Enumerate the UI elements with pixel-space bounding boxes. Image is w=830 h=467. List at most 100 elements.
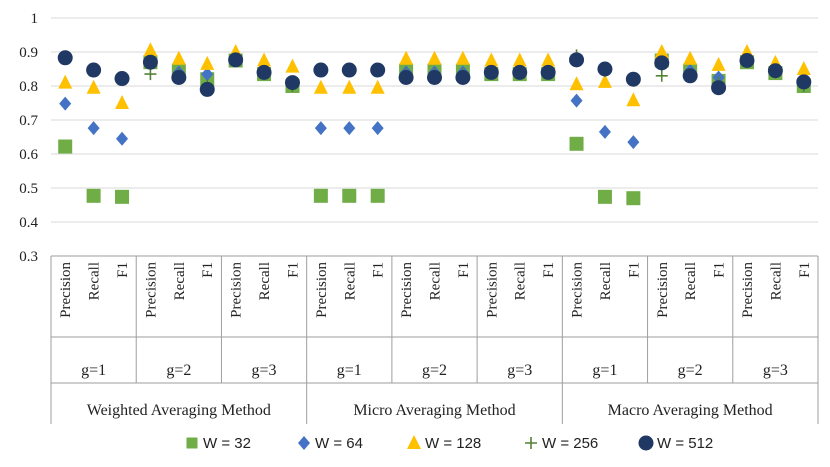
metric-label: F1 xyxy=(285,262,301,278)
metric-label: F1 xyxy=(200,262,216,278)
series-diamond xyxy=(59,51,810,150)
data-point xyxy=(540,64,556,80)
data-point xyxy=(399,50,414,65)
data-point xyxy=(115,95,130,109)
data-point xyxy=(455,50,470,65)
data-point xyxy=(115,189,130,204)
y-tick-label: 0.8 xyxy=(19,79,38,95)
legend-marker-icon xyxy=(525,437,537,449)
data-point xyxy=(541,52,556,67)
data-point xyxy=(711,56,726,71)
legend: W = 32 W = 64 W = 128 W = 256 W = 512 xyxy=(186,435,713,452)
metric-label: F1 xyxy=(541,262,557,278)
data-point xyxy=(200,55,215,70)
data-point xyxy=(87,121,100,136)
data-point xyxy=(314,121,327,136)
metric-label: Precision xyxy=(570,262,586,318)
data-point xyxy=(86,79,101,94)
data-point xyxy=(256,64,272,80)
group-label: g=1 xyxy=(81,362,106,379)
category-axis-frame xyxy=(50,255,819,424)
data-point xyxy=(570,93,583,108)
y-tick-label: 0.7 xyxy=(19,113,38,129)
data-point xyxy=(597,189,612,204)
metric-label: Recall xyxy=(342,262,358,300)
data-point xyxy=(796,74,812,90)
data-points xyxy=(57,42,812,206)
legend-item: W = 32 xyxy=(186,435,251,452)
data-point xyxy=(201,67,214,82)
data-point xyxy=(455,70,471,85)
data-point xyxy=(427,70,442,85)
data-point xyxy=(342,188,357,203)
data-point xyxy=(626,191,641,206)
data-point xyxy=(285,58,300,73)
legend-item: W = 64 xyxy=(298,435,363,452)
data-point xyxy=(655,69,668,82)
legend-label: W = 64 xyxy=(315,435,363,452)
y-tick-label: 0.3 xyxy=(19,249,38,265)
data-point xyxy=(370,62,386,78)
metric-label: F1 xyxy=(371,262,387,278)
legend-label: W = 128 xyxy=(425,435,481,452)
metric-label: Precision xyxy=(143,262,159,318)
metric-label: Recall xyxy=(172,262,188,300)
legend-marker-icon xyxy=(186,437,198,449)
legend-marker-icon xyxy=(298,436,310,450)
data-point xyxy=(569,76,584,91)
group-label: g=1 xyxy=(592,362,617,379)
y-tick-label: 0.6 xyxy=(19,147,38,163)
data-point xyxy=(58,139,73,154)
data-point xyxy=(114,71,130,87)
metric-label: F1 xyxy=(456,262,472,278)
data-point xyxy=(370,188,385,203)
data-point xyxy=(199,81,215,97)
metric-label: Precision xyxy=(740,262,756,318)
legend-label: W = 32 xyxy=(203,435,251,452)
data-point xyxy=(370,79,385,94)
data-point xyxy=(598,124,611,139)
metric-label: Recall xyxy=(513,262,529,300)
metric-label: F1 xyxy=(712,262,728,278)
metric-label: Recall xyxy=(683,262,699,300)
legend-label: W = 512 xyxy=(657,435,713,452)
method-label: Macro Averaging Method xyxy=(608,402,773,419)
data-point xyxy=(597,61,613,77)
data-point xyxy=(569,136,584,151)
data-point xyxy=(313,188,328,203)
group-label: g=3 xyxy=(252,362,277,379)
data-point xyxy=(86,188,101,203)
data-point xyxy=(654,55,670,71)
y-axis-ticks: 0.3 0.4 0.5 0.6 0.7 0.8 0.9 1 xyxy=(19,11,38,265)
metric-label: Recall xyxy=(598,262,614,300)
data-point xyxy=(371,121,384,136)
group-label: g=3 xyxy=(507,362,532,379)
legend-item: W = 128 xyxy=(407,435,481,452)
method-label: Weighted Averaging Method xyxy=(87,402,271,419)
data-point xyxy=(398,70,414,85)
data-point xyxy=(739,53,755,68)
data-point xyxy=(143,42,158,57)
data-point xyxy=(512,52,527,67)
metric-label: Precision xyxy=(655,262,671,318)
category-axis-labels: Weighted Averaging Method g=1 Precision Rec… xyxy=(58,262,813,419)
metric-label: Recall xyxy=(768,262,784,300)
data-point xyxy=(484,52,499,67)
data-point xyxy=(228,52,244,68)
data-point xyxy=(171,70,187,85)
group-label: g=3 xyxy=(763,362,788,379)
group-label: g=1 xyxy=(337,362,362,379)
data-point xyxy=(711,80,727,96)
data-point xyxy=(144,68,157,81)
data-point xyxy=(427,50,442,65)
metric-label: F1 xyxy=(626,262,642,278)
data-point xyxy=(683,50,698,65)
legend-item: W = 256 xyxy=(525,435,598,452)
data-point xyxy=(512,64,528,80)
data-point xyxy=(86,62,102,78)
data-point xyxy=(767,63,783,79)
legend-item: W = 512 xyxy=(638,435,713,452)
y-tick-label: 0.4 xyxy=(19,215,38,231)
data-point xyxy=(257,52,272,67)
legend-marker-icon xyxy=(407,435,421,449)
